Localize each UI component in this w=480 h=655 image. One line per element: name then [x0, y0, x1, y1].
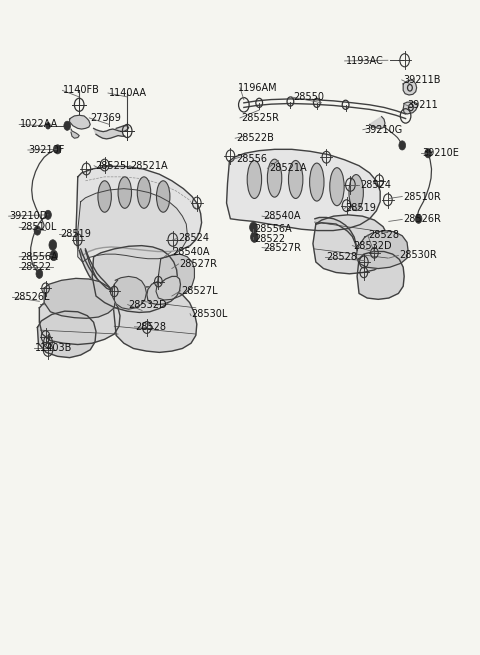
Ellipse shape	[98, 181, 111, 212]
Polygon shape	[78, 189, 187, 262]
Polygon shape	[37, 311, 96, 358]
Text: 28521A: 28521A	[269, 163, 306, 174]
Text: 1140FB: 1140FB	[63, 85, 100, 96]
Text: 28522B: 28522B	[236, 133, 274, 143]
Text: 28525L: 28525L	[95, 160, 132, 171]
Polygon shape	[156, 254, 194, 300]
Text: 28530R: 28530R	[399, 250, 437, 261]
Polygon shape	[92, 246, 178, 312]
Ellipse shape	[267, 159, 282, 197]
Text: 39210E: 39210E	[422, 148, 459, 159]
Text: 27369: 27369	[90, 113, 121, 123]
Text: 28540A: 28540A	[263, 211, 300, 221]
Ellipse shape	[118, 177, 132, 208]
Text: 28532D: 28532D	[129, 299, 167, 310]
Polygon shape	[94, 126, 129, 139]
Circle shape	[64, 121, 71, 130]
Text: 28528: 28528	[369, 230, 400, 240]
Circle shape	[50, 250, 58, 261]
Text: 28532D: 28532D	[353, 240, 392, 251]
Text: 28556A: 28556A	[20, 252, 58, 262]
Polygon shape	[370, 117, 385, 128]
Ellipse shape	[310, 163, 324, 201]
Text: 28526R: 28526R	[403, 214, 441, 225]
Text: 28556: 28556	[236, 153, 267, 164]
Text: 39211: 39211	[407, 100, 438, 110]
Polygon shape	[76, 166, 202, 255]
Text: 11403B: 11403B	[35, 343, 72, 354]
Text: 28527R: 28527R	[180, 259, 217, 269]
Text: 39210G: 39210G	[364, 124, 402, 135]
Text: 28527R: 28527R	[263, 242, 301, 253]
Ellipse shape	[247, 160, 262, 198]
Polygon shape	[227, 149, 380, 231]
Polygon shape	[70, 115, 90, 129]
Polygon shape	[79, 250, 118, 299]
Circle shape	[49, 240, 57, 250]
Circle shape	[34, 226, 41, 235]
Circle shape	[46, 122, 50, 129]
Text: 39211B: 39211B	[403, 75, 441, 85]
Circle shape	[415, 214, 422, 223]
Text: 1140AA: 1140AA	[109, 88, 147, 98]
Ellipse shape	[330, 168, 344, 206]
Text: 28556A: 28556A	[254, 223, 292, 234]
Polygon shape	[39, 295, 120, 345]
Ellipse shape	[288, 160, 303, 198]
Ellipse shape	[156, 181, 170, 212]
Text: 39210F: 39210F	[29, 145, 65, 155]
Text: 1193AC: 1193AC	[346, 56, 384, 66]
Polygon shape	[313, 215, 389, 274]
Text: 28530L: 28530L	[191, 309, 228, 319]
Polygon shape	[356, 231, 408, 269]
Text: 28510L: 28510L	[20, 222, 57, 233]
Text: 28526L: 28526L	[13, 292, 50, 303]
Text: 28550: 28550	[293, 92, 324, 102]
Text: 28528: 28528	[135, 322, 167, 332]
Text: 28524: 28524	[179, 233, 210, 244]
Ellipse shape	[137, 177, 151, 208]
Text: 28519: 28519	[346, 203, 376, 214]
Ellipse shape	[349, 175, 363, 211]
Polygon shape	[357, 252, 404, 299]
Polygon shape	[44, 278, 115, 318]
Circle shape	[425, 149, 432, 158]
Text: 1022AA: 1022AA	[20, 119, 59, 130]
Text: 28527L: 28527L	[181, 286, 218, 296]
Text: 1196AM: 1196AM	[238, 83, 277, 93]
Text: 28525R: 28525R	[241, 113, 279, 123]
Text: 28519: 28519	[60, 229, 91, 240]
Text: 28528: 28528	[326, 252, 358, 263]
Polygon shape	[71, 129, 79, 138]
Circle shape	[45, 210, 51, 219]
Polygon shape	[112, 276, 146, 309]
Text: 28510R: 28510R	[403, 191, 441, 202]
Polygon shape	[403, 102, 418, 114]
Text: 28524: 28524	[360, 179, 391, 190]
Polygon shape	[113, 287, 197, 352]
Polygon shape	[315, 217, 357, 250]
Circle shape	[36, 269, 43, 278]
Polygon shape	[147, 276, 180, 305]
Circle shape	[54, 145, 61, 154]
Text: 28521A: 28521A	[131, 160, 168, 171]
Circle shape	[399, 141, 406, 150]
Polygon shape	[403, 80, 417, 95]
Text: 28540A: 28540A	[172, 247, 209, 257]
Circle shape	[251, 232, 258, 242]
Text: 28522: 28522	[254, 234, 286, 244]
Circle shape	[250, 222, 257, 233]
Text: 28522: 28522	[20, 262, 51, 272]
Text: 39210D: 39210D	[10, 211, 48, 221]
